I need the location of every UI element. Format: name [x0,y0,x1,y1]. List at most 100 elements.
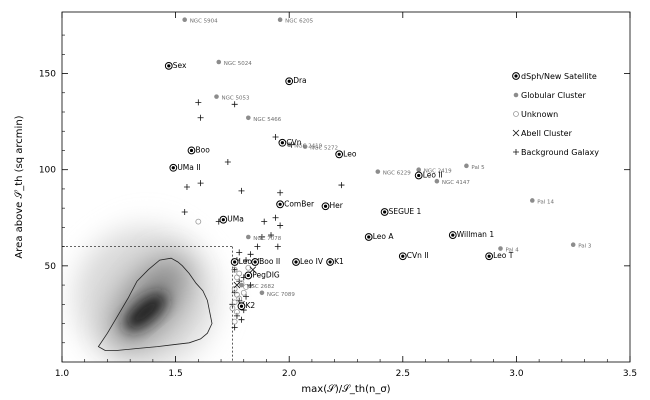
legend-marker-dsph-center [514,74,518,78]
data-points: NGC 5904 NGC 6205 NGC 5024 NGC 5053 NGC 5466… [164,17,592,331]
dsph-label: Her [330,201,344,210]
dsph-point-center [323,204,328,208]
unknown-point [243,284,249,290]
dsph-point-center [287,79,291,83]
globular-point [570,242,576,247]
dsph-point-center [239,304,244,308]
galaxy-point [254,243,261,250]
y-axis: 50 100 150 [39,34,630,344]
x-tick-label: 1.0 [55,369,70,379]
dsph-label: K1 [334,257,344,266]
galaxy-point [231,266,238,273]
unknown-point [240,289,247,296]
galaxy-point [224,159,231,165]
y-tick-label: 150 [39,70,56,80]
dsph-point-center [246,273,250,278]
globular-label: NGC 5053 [221,96,249,102]
globular-point [375,169,381,174]
galaxy-point [274,243,281,250]
abell-point [233,281,241,289]
galaxy-point [236,249,243,256]
globular-series: NGC 5904 NGC 6205 NGC 5024 NGC 5053 NGC 5466… [182,17,592,298]
legend-item-galaxy: Background Galaxy [513,148,599,157]
dsph-point-center [417,173,421,178]
globular-label: NGC 5024 [224,61,252,67]
galaxy-point [183,184,190,190]
dsph-label: Dra [293,76,306,85]
unknown-point [245,264,252,271]
galaxy-point [197,114,204,121]
unknown-point [231,286,238,292]
galaxy-point [272,214,279,221]
unknown-point [229,305,236,312]
galaxy-point [195,99,202,106]
globular-label: NGC 2419 [424,169,452,175]
globular-label: NGC 6205 [285,19,313,25]
dsph-label: CVn [286,138,301,147]
globular-point [239,282,244,288]
dsph-label: PegDIG [252,270,280,279]
galaxy-point [272,134,279,140]
globular-point [259,290,265,296]
globular-point [277,17,283,22]
galaxy-point [258,234,265,240]
dsph-label: Leo T [493,251,514,260]
globular-label: Pal 14 [537,199,554,205]
legend-item-globular: Globular Cluster [513,91,587,100]
x-tick-label: 3.0 [509,369,524,379]
unknown-point [231,299,238,306]
dsph-label: Boo II [259,257,280,266]
globular-label: Pal 5 [471,165,485,171]
legend-marker-galaxy [513,149,519,155]
globular-label: NGC 5466 [253,117,281,123]
y-tick-label: 50 [45,262,57,272]
dsph-label: Willman 1 [457,230,495,239]
dsph-point-center [401,254,405,258]
dsph-label: Sex [173,61,187,70]
dsph-label: UMa II [177,163,200,172]
galaxy-point [261,218,268,225]
globular-label: NGC 7078 [253,236,281,242]
dsph-label: Leo [343,149,357,158]
globular-label: NGC 7089 [267,292,295,298]
galaxy-point [181,209,188,215]
globular-label: NGC 6229 [383,171,411,177]
galaxy-point [268,232,275,239]
legend-marker-globular [513,92,519,98]
dsph-label: CVn II [407,251,429,260]
unknown-point [236,270,243,277]
dsph-point-center [383,210,387,214]
density-contour [97,257,213,351]
unknown-point [195,218,202,225]
x-axis: 1.0 1.5 2.0 2.5 3.0 3.5 [55,12,637,379]
globular-point [530,198,535,203]
galaxy-point [247,282,254,289]
dsph-point-center [367,235,371,239]
dsph-point-center [451,233,455,237]
globular-point [286,142,292,147]
globular-label: NGC 5272 [310,146,338,152]
dsph-label: Leo V [239,257,261,266]
dsph-point-center [233,260,237,264]
galaxy-point [238,187,245,194]
globular-label: NGC 4147 [442,180,470,186]
dsph-point-center [294,260,298,264]
globular-label: NGC 2419 [294,144,322,150]
dsph-label: ComBer [284,199,315,208]
globular-point [434,178,440,184]
galaxy-point [231,101,238,108]
galaxy-point [238,316,245,323]
globular-point [214,94,219,99]
dsph-point-center [253,260,257,264]
galaxy-point [243,293,250,300]
legend: dSph/New Satellite Globular Cluster Unknow… [512,72,599,157]
legend-label: Unknown [521,110,558,119]
dsph-series: Sex Dra Boo CVn Leo UMa II ComBer Her SEGUE 1 Leo… [164,61,514,310]
plot-frame [61,11,631,363]
density-cloud [75,227,216,362]
globular-label: NGC 2682 [246,284,274,290]
y-axis-label: Area above 𝒮_th (sq arcmin) [14,115,25,258]
dsph-label: UMa [227,215,244,224]
globular-label: NGC 5904 [190,19,218,25]
